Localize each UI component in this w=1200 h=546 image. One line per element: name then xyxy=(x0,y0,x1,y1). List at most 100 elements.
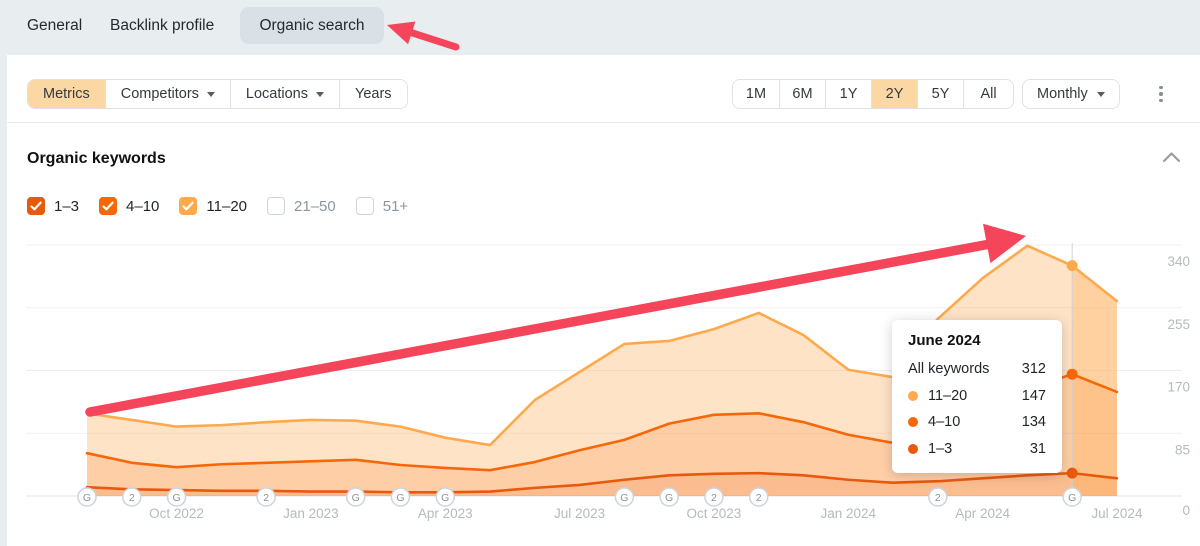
filter-label: 21–50 xyxy=(294,197,336,215)
filter-label: 11–20 xyxy=(206,197,248,215)
filter-checkbox-1-3[interactable]: 1–3 xyxy=(27,197,79,215)
granularity-dropdown[interactable]: Monthly xyxy=(1022,79,1120,109)
data-point-dot xyxy=(1066,467,1078,479)
more-options-button[interactable] xyxy=(1148,80,1174,108)
caret-down-icon xyxy=(315,91,324,97)
collapse-panel-button[interactable] xyxy=(1158,148,1184,168)
filter-checkbox-51plus[interactable]: 51+ xyxy=(355,197,409,215)
google-update-marker[interactable] xyxy=(122,487,142,507)
tooltip-series-row: 4–10 134 xyxy=(908,409,1046,436)
google-update-marker-label: G xyxy=(83,492,91,504)
google-update-marker[interactable] xyxy=(614,487,635,507)
google-update-marker[interactable] xyxy=(704,487,724,507)
google-update-marker-label: G xyxy=(396,492,404,504)
annotation-arrow-chart xyxy=(85,239,995,417)
filter-label: 1–3 xyxy=(54,197,80,215)
series-dot-icon xyxy=(908,443,918,454)
tooltip-total-value: 312 xyxy=(1021,361,1046,378)
date-range-group: 1M 6M 1Y 2Y 5Y All xyxy=(732,79,1014,109)
competitors-dropdown[interactable]: Competitors xyxy=(104,80,230,108)
google-update-marker[interactable] xyxy=(435,487,455,507)
google-update-marker[interactable] xyxy=(166,487,187,507)
tooltip-total-row: All keywords 312 xyxy=(908,356,1046,383)
granularity-label: Monthly xyxy=(1037,86,1088,102)
google-update-marker-label: 2 xyxy=(711,492,717,504)
google-update-marker[interactable] xyxy=(256,487,276,507)
range-2y-button[interactable]: 2Y xyxy=(871,80,917,108)
filter-checkbox-11-20[interactable]: 11–20 xyxy=(179,197,247,215)
chart-tooltip: June 2024 All keywords 312 11–20 147 4–1… xyxy=(892,320,1062,473)
competitors-label: Competitors xyxy=(120,86,199,102)
metrics-toolbar-group: Metrics Competitors Locations Years xyxy=(27,79,408,109)
toolbar-divider xyxy=(7,122,1200,123)
google-update-marker-label: 2 xyxy=(263,492,269,504)
google-update-marker-label: 2 xyxy=(129,492,135,504)
google-update-marker-label: 2 xyxy=(756,492,762,504)
data-point-dot xyxy=(1066,260,1078,272)
metrics-button[interactable]: Metrics xyxy=(28,80,105,108)
y-axis-tick-label: 340 xyxy=(1167,254,1190,269)
google-update-marker[interactable] xyxy=(659,487,679,507)
series-dot-icon xyxy=(908,417,918,428)
x-axis-tick-label: Jul 2024 xyxy=(1091,506,1143,521)
range-all-button[interactable]: All xyxy=(963,80,1013,108)
tab-organic-search[interactable]: Organic search xyxy=(240,7,384,44)
google-update-marker-label: G xyxy=(620,492,628,504)
tooltip-series-value: 31 xyxy=(1029,440,1046,457)
hover-highlight-band xyxy=(1072,265,1117,496)
tooltip-title: June 2024 xyxy=(908,332,981,349)
tooltip-series-label: 11–20 xyxy=(928,387,968,404)
range-1y-button[interactable]: 1Y xyxy=(825,80,871,108)
checkbox-icon xyxy=(99,197,118,215)
checkbox-icon xyxy=(355,197,374,215)
tooltip-series-row: 11–20 147 xyxy=(908,383,1046,410)
checkbox-icon xyxy=(267,197,286,215)
filter-checkbox-21-50[interactable]: 21–50 xyxy=(267,197,336,215)
tooltip-total-label: All keywords xyxy=(908,361,990,378)
google-update-marker-label: G xyxy=(172,492,180,504)
kebab-vertical-icon xyxy=(1159,85,1163,90)
y-axis-tick-label: 0 xyxy=(1182,503,1190,518)
range-5y-button[interactable]: 5Y xyxy=(917,80,963,108)
x-axis-tick-label: Apr 2024 xyxy=(955,506,1010,521)
area-fill-1–3 xyxy=(87,473,1117,496)
tooltip-series-label: 1–3 xyxy=(928,440,953,457)
position-filters: 1–3 4–10 11–20 21–50 51+ xyxy=(27,197,408,215)
filter-checkbox-4-10[interactable]: 4–10 xyxy=(99,197,159,215)
kebab-vertical-icon xyxy=(1159,92,1163,96)
x-axis-tick-label: Oct 2022 xyxy=(149,506,204,521)
tooltip-series-value: 134 xyxy=(1021,414,1046,431)
checkbox-icon xyxy=(179,197,198,215)
x-axis-tick-label: Jan 2024 xyxy=(820,506,876,521)
tab-general[interactable]: General xyxy=(27,17,83,34)
google-update-marker[interactable] xyxy=(748,487,769,507)
filter-label: 51+ xyxy=(382,197,409,215)
tooltip-series-label: 4–10 xyxy=(928,414,961,431)
y-axis-tick-label: 85 xyxy=(1175,442,1190,457)
tooltip-series-row: 1–3 31 xyxy=(908,436,1046,463)
google-update-marker[interactable] xyxy=(1062,487,1082,507)
locations-label: Locations xyxy=(245,86,308,102)
google-update-marker[interactable] xyxy=(77,487,97,507)
page-background-strip xyxy=(0,55,7,546)
locations-dropdown[interactable]: Locations xyxy=(229,80,339,108)
years-button[interactable]: Years xyxy=(338,80,407,108)
google-update-marker-label: 2 xyxy=(935,492,941,504)
google-update-marker-label: G xyxy=(441,492,449,504)
tab-backlink-profile[interactable]: Backlink profile xyxy=(110,17,215,34)
caret-down-icon xyxy=(1096,91,1105,97)
google-update-marker-label: G xyxy=(1068,492,1076,504)
range-6m-button[interactable]: 6M xyxy=(779,80,825,108)
filter-label: 4–10 xyxy=(126,197,160,215)
x-axis-tick-label: Jan 2023 xyxy=(283,506,339,521)
google-update-marker[interactable] xyxy=(390,487,411,507)
range-1m-button[interactable]: 1M xyxy=(733,80,779,108)
tooltip-series-value: 147 xyxy=(1021,387,1046,404)
series-line-1–3 xyxy=(85,471,1119,494)
series-dot-icon xyxy=(908,390,918,401)
x-axis-tick-label: Oct 2023 xyxy=(687,506,742,521)
y-axis-tick-label: 255 xyxy=(1167,317,1190,332)
google-update-marker-label: G xyxy=(665,492,673,504)
google-update-marker[interactable] xyxy=(928,487,948,507)
google-update-marker[interactable] xyxy=(345,487,366,507)
